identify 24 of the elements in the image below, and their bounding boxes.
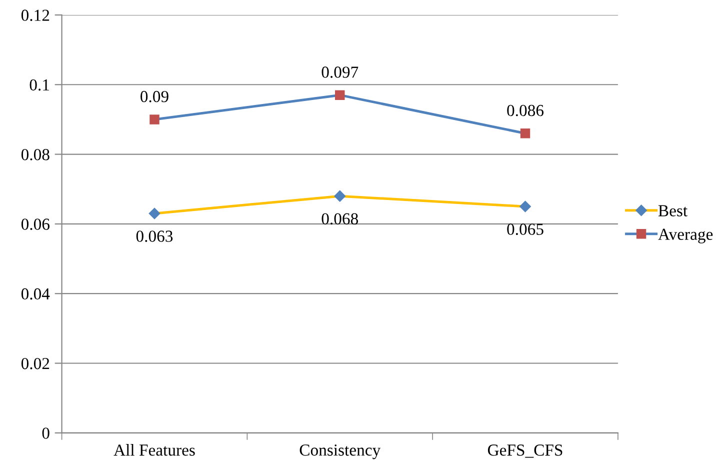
data-label: 0.068 — [322, 213, 358, 225]
data-label: 0.063 — [136, 230, 173, 242]
x-tick-label: Consistency — [300, 444, 381, 460]
point — [335, 90, 345, 100]
y-tick-label: 0.02 — [21, 358, 50, 370]
point — [520, 200, 531, 212]
y-tick-label: 0 — [42, 428, 50, 439]
point — [150, 114, 160, 124]
y-tick-label: 0.08 — [21, 148, 50, 160]
legend-label: Average — [658, 228, 713, 244]
y-tick-label: 0.1 — [30, 79, 49, 91]
point — [520, 128, 530, 138]
data-label: 0.09 — [140, 90, 168, 102]
data-label: 0.065 — [507, 224, 544, 235]
data-label: 0.097 — [322, 66, 358, 78]
data-label: 0.086 — [507, 104, 544, 116]
y-tick-label: 0.06 — [21, 218, 50, 230]
y-tick-label: 0.12 — [21, 10, 50, 21]
x-tick-label: All Features — [114, 444, 195, 456]
point — [334, 190, 346, 202]
point — [148, 208, 160, 220]
legend-label: Best — [658, 205, 688, 216]
y-tick-label: 0.04 — [21, 288, 50, 300]
x-tick-label: GeFS_CFS — [488, 444, 562, 458]
